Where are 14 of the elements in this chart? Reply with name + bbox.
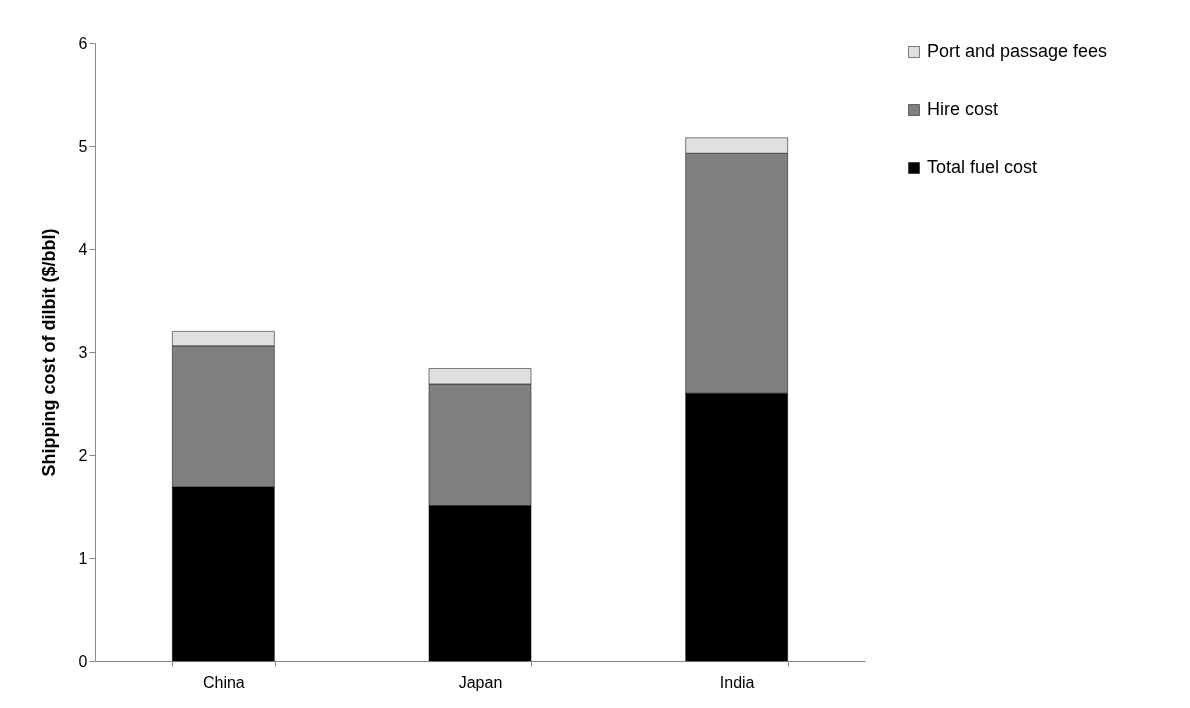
x-tick-label: India [719, 673, 755, 691]
y-tick-label: 6 [78, 34, 88, 52]
legend-label: Hire cost [927, 99, 999, 119]
x-tick-label: China [202, 673, 245, 691]
x-tick-label: Japan [458, 673, 503, 691]
y-tick-label: 4 [78, 240, 88, 258]
y-axis-title: Shipping cost of dilbit ($/bbl) [38, 228, 59, 477]
y-tick-label: 2 [78, 446, 88, 464]
legend-label: Port and passage fees [927, 41, 1108, 61]
legend-label: Total fuel cost [927, 157, 1038, 177]
y-tick-label: 0 [78, 652, 88, 670]
y-tick-label: 1 [78, 549, 88, 567]
y-tick-label: 5 [78, 137, 88, 155]
y-tick-label: 3 [78, 343, 88, 361]
